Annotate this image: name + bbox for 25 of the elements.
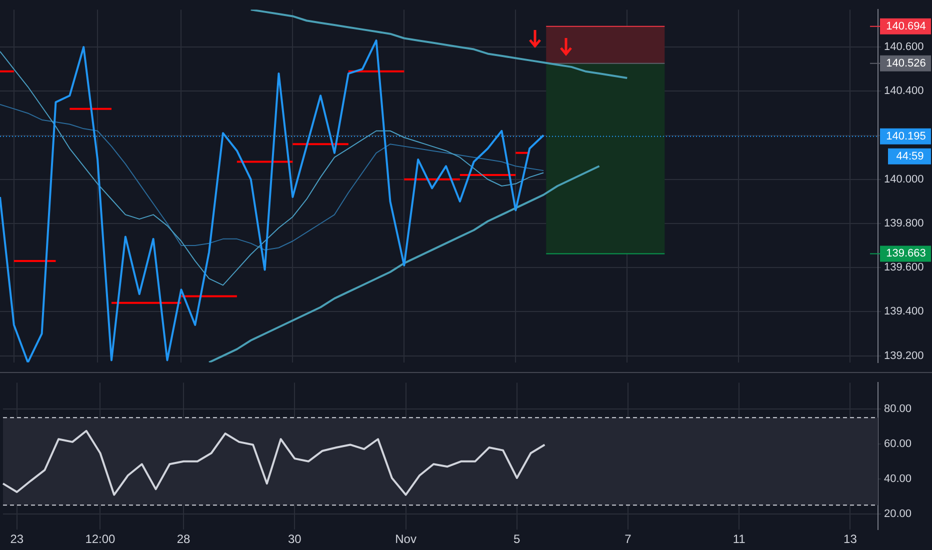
text: 44:59 <box>896 150 924 162</box>
x-tick-label: 5 <box>514 532 521 546</box>
text: 139.663 <box>886 248 926 260</box>
y-tick-label: 139.800 <box>884 218 924 230</box>
text: 140.694 <box>886 20 926 32</box>
x-tick-label: 12:00 <box>85 532 116 546</box>
y-tick-label: 139.200 <box>884 350 924 362</box>
y-tick-label: 140.600 <box>884 41 924 54</box>
y-tick-label: 140.000 <box>884 173 924 186</box>
x-tick-label: 7 <box>624 532 632 546</box>
y-tick-label: 40.00 <box>884 472 912 485</box>
y-tick-label: 20.00 <box>884 508 912 520</box>
x-tick-label: 23 <box>10 532 24 546</box>
y-tick-label: 140.400 <box>884 85 924 98</box>
y-tick-label: 139.400 <box>884 306 924 318</box>
x-tick-label: 11 <box>732 532 746 546</box>
ref-line-label: 140.195 <box>886 130 926 142</box>
text: 140.526 <box>886 57 926 70</box>
x-tick-label: Nov <box>395 532 416 546</box>
x-tick-label: 30 <box>288 532 302 546</box>
x-tick-label: 28 <box>176 532 191 546</box>
y-tick-label: 80.00 <box>884 402 912 415</box>
y-tick-label: 60.00 <box>884 438 912 450</box>
y-tick-label: 139.600 <box>884 262 924 274</box>
x-tick-label: 13 <box>844 532 858 546</box>
